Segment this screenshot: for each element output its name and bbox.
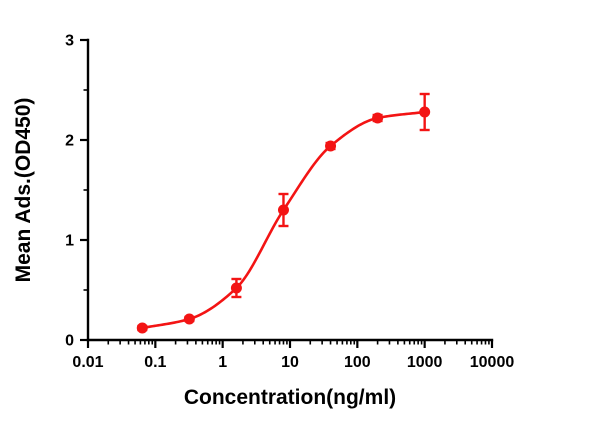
plot-layer: 0.01 0.1 1 10 100 1000 10000 0 1 2 3 xyxy=(65,33,514,371)
y-axis-title: Mean Ads.(OD450) xyxy=(12,98,35,283)
x-axis-title: Concentration(ng/ml) xyxy=(184,386,396,409)
data-point xyxy=(277,204,289,216)
data-point xyxy=(325,140,337,152)
x-tick-label: 10 xyxy=(281,354,299,371)
x-tick-label: 10000 xyxy=(470,354,515,371)
x-tick-label: 1000 xyxy=(407,354,443,371)
y-tick-label: 1 xyxy=(65,233,74,250)
y-tick-label: 2 xyxy=(65,133,74,150)
x-tick-label: 100 xyxy=(344,354,371,371)
x-tick-label: 1 xyxy=(218,354,227,371)
data-point xyxy=(372,112,384,124)
y-tick-label: 0 xyxy=(65,333,74,350)
data-point xyxy=(183,313,195,325)
data-point xyxy=(419,106,431,118)
x-tick-label: 0.1 xyxy=(144,354,166,371)
x-tick-label: 0.01 xyxy=(72,354,103,371)
data-point xyxy=(136,322,148,334)
y-tick-label: 3 xyxy=(65,33,74,50)
data-point xyxy=(230,282,242,294)
